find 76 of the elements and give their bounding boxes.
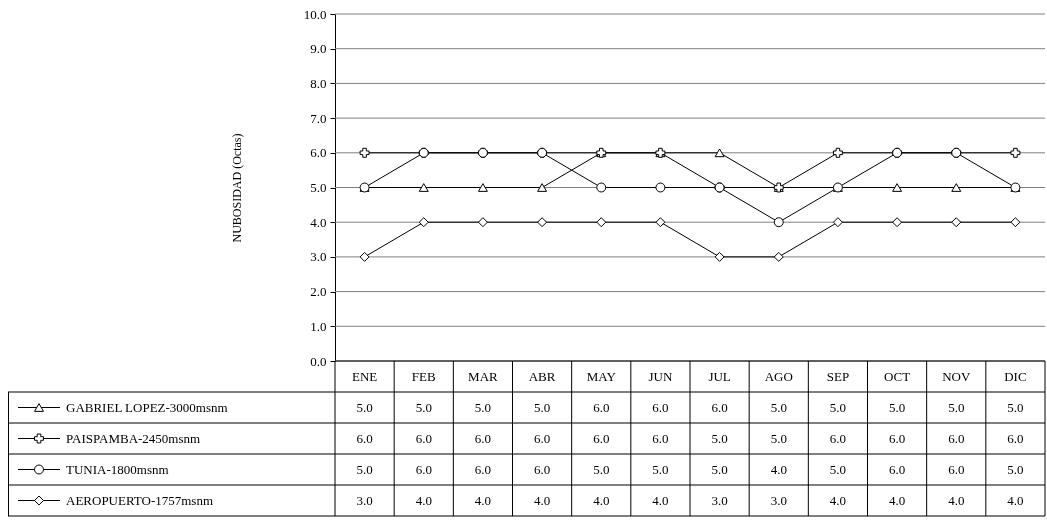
- x-tick-label: AGO: [764, 368, 793, 384]
- data-label: 6.0: [948, 461, 965, 477]
- x-tick-label: JUL: [708, 368, 731, 384]
- data-label: 4.0: [1007, 492, 1024, 508]
- data-label: 6.0: [652, 399, 669, 415]
- data-label: 6.0: [533, 430, 551, 446]
- x-tick-label: DIC: [1004, 368, 1027, 384]
- data-label: 5.0: [356, 461, 373, 477]
- data-label: 6.0: [888, 430, 906, 446]
- data-label: 4.0: [474, 492, 492, 508]
- data-label: 3.0: [711, 492, 728, 508]
- data-label: 5.0: [1007, 461, 1024, 477]
- x-tick-label: SEP: [826, 368, 850, 384]
- data-label: 5.0: [829, 399, 847, 415]
- data-label: 5.0: [711, 430, 728, 446]
- data-label: 5.0: [415, 399, 432, 415]
- data-label: 3.0: [356, 492, 373, 508]
- x-tick-label: ENE: [351, 368, 378, 384]
- data-label: 4.0: [888, 492, 906, 508]
- x-tick-label: OCT: [884, 368, 911, 384]
- data-label: 6.0: [356, 430, 373, 446]
- data-label: 6.0: [829, 430, 847, 446]
- y-tick-label: 5.0: [310, 180, 327, 195]
- y-tick-label: 8.0: [310, 75, 327, 91]
- data-label: 6.0: [415, 461, 432, 477]
- x-tick-label: ABR: [528, 368, 556, 384]
- y-tick-label: 0.0: [310, 353, 327, 369]
- x-tick-label: JUN: [648, 368, 673, 384]
- data-label: 5.0: [948, 399, 965, 415]
- data-label: 6.0: [888, 461, 906, 477]
- data-label: 5.0: [652, 461, 669, 477]
- y-tick-label: 3.0: [310, 249, 327, 265]
- y-tick-label: 6.0: [310, 145, 327, 161]
- data-label: 6.0: [593, 399, 610, 415]
- data-label: 6.0: [533, 461, 551, 477]
- legend-label: TUNIA-1800msnm: [66, 461, 169, 477]
- x-tick-label: NOV: [942, 368, 971, 384]
- y-tick-label: 4.0: [310, 214, 327, 230]
- data-label: 6.0: [711, 399, 728, 415]
- data-label: 5.0: [711, 461, 728, 477]
- x-tick-label: MAR: [468, 368, 499, 384]
- y-tick-label: 2.0: [310, 284, 327, 300]
- data-label: 6.0: [948, 430, 965, 446]
- data-label: 6.0: [652, 430, 669, 446]
- data-label: 5.0: [1007, 399, 1024, 415]
- y-tick-label: 7.0: [310, 110, 327, 126]
- x-tick-label: FEB: [411, 368, 436, 384]
- legend-label: GABRIEL LOPEZ-3000msnm: [66, 399, 228, 415]
- x-tick-label: MAY: [586, 368, 617, 384]
- legend-label: PAISPAMBA-2450msnm: [66, 430, 201, 446]
- data-label: 5.0: [770, 399, 787, 415]
- data-label: 4.0: [948, 492, 965, 508]
- data-label: 6.0: [474, 430, 492, 446]
- data-label: 4.0: [533, 492, 551, 508]
- data-label: 4.0: [593, 492, 610, 508]
- data-label: 6.0: [593, 430, 610, 446]
- data-label: 5.0: [474, 399, 492, 415]
- data-label: 4.0: [770, 461, 787, 477]
- y-tick-label: 10.0: [303, 6, 327, 22]
- data-label: 5.0: [888, 399, 906, 415]
- data-label: 4.0: [829, 492, 847, 508]
- data-label: 5.0: [829, 461, 847, 477]
- data-label: 4.0: [415, 492, 432, 508]
- y-axis-title: NUBOSIDAD (Octas): [229, 133, 244, 243]
- data-label: 3.0: [770, 492, 787, 508]
- data-label: 5.0: [533, 399, 551, 415]
- y-tick-label: 1.0: [310, 318, 327, 334]
- data-label: 6.0: [1007, 430, 1024, 446]
- legend-label: AEROPUERTO-1757msnm: [66, 492, 214, 508]
- data-label: 5.0: [593, 461, 610, 477]
- y-tick-label: 9.0: [310, 41, 327, 57]
- data-label: 5.0: [356, 399, 373, 415]
- data-label: 4.0: [652, 492, 669, 508]
- data-label: 5.0: [770, 430, 787, 446]
- data-label: 6.0: [474, 461, 492, 477]
- data-label: 6.0: [415, 430, 432, 446]
